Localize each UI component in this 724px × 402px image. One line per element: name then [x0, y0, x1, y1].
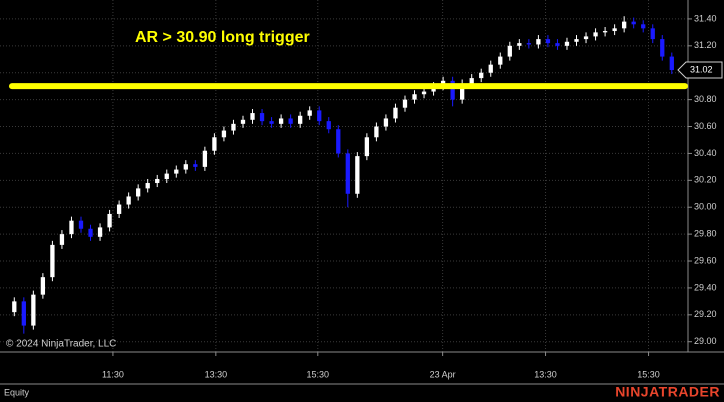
y-tick-label: 30.60	[694, 121, 717, 131]
x-tick-label: 15:30	[637, 369, 660, 379]
candle-body	[622, 21, 627, 29]
y-tick-label: 29.20	[694, 309, 717, 319]
candle-body	[174, 169, 179, 174]
candle-body	[564, 41, 570, 46]
y-tick-label: 29.80	[694, 228, 717, 238]
x-tick-label: 13:30	[205, 369, 228, 379]
candle-body	[583, 36, 589, 40]
candle-body	[364, 137, 370, 157]
x-tick-label: 23 Apr	[430, 369, 456, 379]
candle-body	[412, 94, 417, 100]
candle-body	[269, 121, 274, 124]
candle-body	[155, 178, 160, 184]
candle-body	[488, 64, 493, 73]
grid	[0, 0, 688, 352]
candle-body	[593, 32, 598, 37]
candle-body	[469, 78, 474, 84]
candle-body	[641, 24, 646, 29]
candle-body	[307, 110, 312, 116]
candle-body	[298, 115, 303, 124]
candle-body	[31, 294, 36, 326]
y-tick-label: 31.40	[694, 13, 717, 23]
candle-body	[669, 56, 674, 71]
candle-body	[355, 156, 360, 194]
candle-body	[402, 99, 408, 108]
y-tick-label: 30.80	[694, 94, 717, 104]
x-tick-label: 13:30	[534, 369, 557, 379]
candle-body	[107, 213, 112, 228]
candle-body	[69, 220, 74, 235]
candle-body	[78, 220, 84, 229]
candle-body	[507, 45, 512, 57]
candle-body	[574, 39, 579, 42]
candle-body	[50, 244, 55, 278]
y-tick-label: 29.00	[694, 336, 717, 346]
candle-body	[479, 72, 484, 79]
candle-body	[221, 130, 227, 138]
candle-body	[498, 56, 503, 65]
candle-body	[336, 129, 341, 154]
candle-body	[374, 126, 379, 138]
last-price-label: 31.02	[690, 64, 713, 74]
y-tick-label: 29.60	[694, 255, 717, 265]
candle-body	[21, 301, 26, 326]
y-tick-label: 30.00	[694, 202, 717, 212]
candle-body	[88, 228, 93, 237]
y-tick-label: 30.40	[694, 148, 717, 158]
instrument-label: Equity	[4, 387, 30, 397]
candle-body	[326, 121, 331, 130]
candle-body	[193, 164, 198, 167]
candle-body	[517, 43, 522, 46]
candle-body	[317, 110, 322, 122]
y-tick-label: 31.20	[694, 40, 717, 50]
candle-body	[421, 91, 427, 95]
y-tick-label: 29.40	[694, 282, 717, 292]
candle-body	[631, 21, 636, 25]
candle-body	[202, 150, 208, 167]
candle-body	[240, 119, 246, 124]
copyright: © 2024 NinjaTrader, LLC	[6, 339, 116, 350]
candle-body	[650, 28, 655, 40]
candle-body	[288, 118, 293, 124]
candle-body	[545, 39, 551, 44]
candle-body	[12, 301, 17, 313]
candle-body	[383, 118, 389, 127]
candle-body	[231, 123, 236, 131]
candle-body	[59, 234, 65, 245]
candle-body	[250, 113, 255, 120]
brand-logo: NINJATRADER	[615, 384, 720, 400]
candle-body	[97, 227, 103, 237]
candle-body	[183, 164, 188, 170]
candle-body	[345, 153, 350, 194]
y-tick-label: 30.20	[694, 175, 717, 185]
x-tick-label: 11:30	[102, 369, 124, 379]
candle-body	[660, 39, 665, 57]
candle-body	[164, 173, 169, 179]
candle-body	[536, 39, 541, 45]
x-tick-label: 15:30	[307, 369, 330, 379]
candle-body	[126, 196, 131, 205]
annotation: AR > 30.90 long trigger	[135, 29, 310, 46]
candle-body	[116, 204, 122, 214]
candle-body	[40, 277, 46, 295]
candle-body	[526, 43, 532, 45]
candle-body	[212, 137, 217, 151]
candle-body	[259, 113, 265, 122]
candle-body	[278, 118, 284, 124]
candle-body	[145, 183, 150, 189]
candle-body	[450, 80, 455, 100]
candle-body	[460, 83, 465, 100]
candle-body	[555, 43, 560, 46]
candle-body	[612, 28, 617, 32]
candle-body	[602, 31, 608, 33]
candle-body	[393, 107, 398, 119]
last-price-box	[677, 61, 723, 79]
candle-body	[136, 188, 141, 197]
